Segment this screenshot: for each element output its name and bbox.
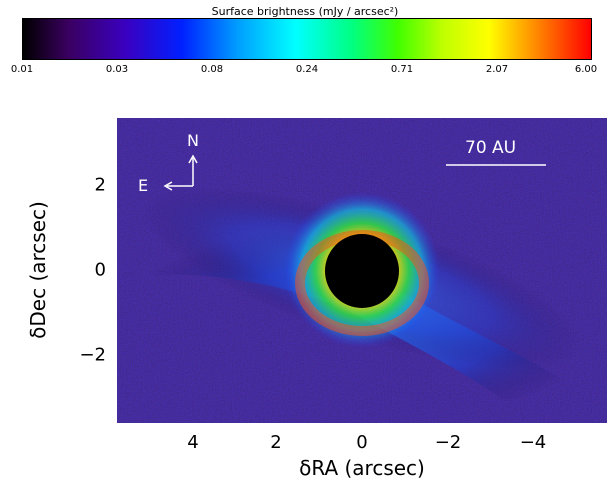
y-tick: 2: [94, 174, 106, 196]
disk-image: N E 70 AU: [117, 118, 607, 423]
compass-north-label: N: [187, 131, 199, 150]
colorbar-title: Surface brightness (mJy / arcsec²): [211, 5, 399, 18]
scale-bar-label: 70 AU: [465, 138, 516, 158]
x-axis-label: δRA (arcsec): [299, 456, 425, 480]
colorbar-tick: 0.03: [105, 64, 129, 75]
colorbar-tick: 0.01: [10, 64, 34, 75]
colorbar: [22, 18, 592, 60]
y-tick: 0: [94, 259, 106, 281]
x-tick: 2: [270, 432, 282, 453]
x-tick: 4: [187, 432, 199, 453]
colorbar-tick: 0.71: [390, 64, 414, 75]
x-tick: −2: [434, 432, 462, 453]
y-axis-label: δDec (arcsec): [26, 201, 50, 339]
colorbar-tick: 6.00: [574, 64, 598, 75]
coronagraph-mask: [325, 234, 399, 308]
compass-east-label: E: [138, 176, 148, 195]
y-tick: −2: [79, 344, 106, 366]
x-tick: 0: [356, 432, 368, 453]
colorbar-tick: 0.24: [295, 64, 319, 75]
colorbar-tick: 2.07: [485, 64, 509, 75]
colorbar-tick: 0.08: [200, 64, 224, 75]
compass: [163, 154, 198, 191]
x-tick: −4: [519, 432, 547, 453]
